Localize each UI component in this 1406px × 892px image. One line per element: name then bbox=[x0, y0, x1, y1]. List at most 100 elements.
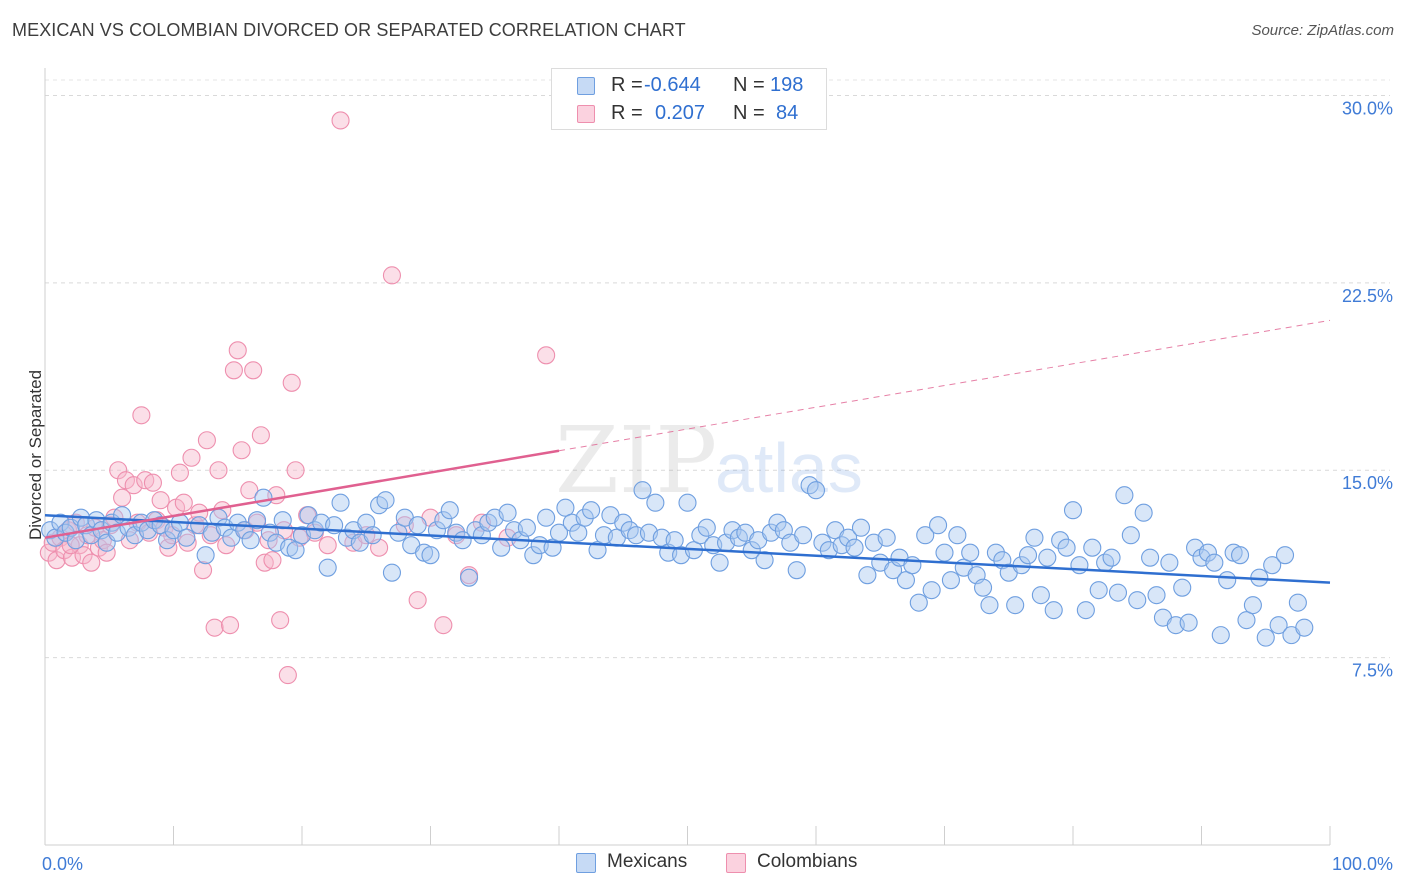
mexican-point bbox=[1243, 596, 1262, 615]
colombian-point bbox=[174, 493, 193, 512]
colombian-point bbox=[47, 551, 66, 570]
colombian-point bbox=[109, 461, 128, 480]
mexican-point bbox=[1057, 538, 1076, 557]
legend-n-value: 198 bbox=[770, 74, 804, 96]
mexican-point bbox=[665, 531, 684, 550]
mexican-point bbox=[877, 528, 896, 547]
mexican-point bbox=[922, 581, 941, 600]
mexican-point bbox=[851, 518, 871, 537]
mexican-point bbox=[492, 538, 511, 557]
colombian-point bbox=[282, 373, 301, 392]
mexican-point bbox=[331, 493, 350, 512]
mexican-point bbox=[839, 528, 858, 547]
mexican-point bbox=[1083, 538, 1102, 557]
colombian-point bbox=[194, 561, 213, 580]
mexican-point bbox=[107, 523, 127, 542]
mexican-point bbox=[1134, 503, 1153, 522]
colombian-point bbox=[182, 448, 201, 467]
mexican-point bbox=[459, 568, 479, 587]
mexican-point bbox=[1160, 553, 1179, 572]
bottom-swatch-mexicans bbox=[576, 853, 596, 873]
mexican-point bbox=[1051, 531, 1070, 550]
mexican-point bbox=[845, 538, 864, 557]
mexican-point bbox=[537, 508, 556, 527]
mexican-point bbox=[158, 531, 177, 550]
mexican-point bbox=[813, 533, 832, 552]
colombian-point bbox=[228, 341, 247, 360]
mexican-point bbox=[1275, 546, 1295, 565]
colombian-point bbox=[151, 491, 170, 510]
mexican-point bbox=[691, 526, 710, 545]
mexican-point bbox=[569, 523, 588, 542]
legend-n-label: N = bbox=[733, 74, 765, 96]
colombian-point bbox=[271, 611, 290, 630]
mexican-point bbox=[678, 493, 697, 512]
trend-lines bbox=[44, 319, 1331, 584]
colombian-point bbox=[331, 111, 350, 130]
colombian-point bbox=[39, 543, 58, 562]
mexican-point bbox=[980, 596, 999, 615]
x-tick-label: 0.0% bbox=[42, 854, 83, 874]
mexican-point bbox=[286, 541, 305, 560]
mexican-point bbox=[1063, 501, 1083, 520]
mexican-point bbox=[1211, 626, 1230, 645]
legend-r-value: -0.644 bbox=[644, 74, 701, 96]
legend-r-label: R = bbox=[611, 102, 643, 124]
colombians-trend-extension bbox=[558, 319, 1331, 452]
mexican-point bbox=[948, 526, 967, 545]
mexican-point bbox=[614, 513, 633, 532]
bottom-legend-label: Colombians bbox=[757, 851, 858, 872]
mexican-point bbox=[1231, 546, 1250, 565]
colombian-point bbox=[434, 616, 453, 635]
mexican-point bbox=[787, 561, 806, 580]
mexican-point bbox=[1115, 486, 1134, 505]
colombian-point bbox=[224, 361, 243, 380]
mexicans-trend-line bbox=[44, 513, 1331, 584]
colombian-point bbox=[143, 473, 162, 492]
colombian-point bbox=[382, 266, 402, 285]
mexican-point bbox=[794, 526, 813, 545]
mexican-point bbox=[1179, 613, 1198, 632]
mexican-point bbox=[1263, 556, 1282, 575]
mexican-point bbox=[1031, 586, 1050, 605]
mexican-point bbox=[1108, 583, 1128, 602]
y-axis-label: Divorced or Separated bbox=[26, 369, 45, 541]
colombian-point bbox=[97, 543, 116, 562]
colombian-point bbox=[197, 431, 216, 450]
mexican-point bbox=[228, 513, 247, 532]
legend-n-label: N = bbox=[733, 102, 765, 124]
mexican-point bbox=[1198, 543, 1217, 562]
colombian-point bbox=[240, 481, 259, 500]
mexican-point bbox=[1269, 616, 1288, 635]
mexican-point bbox=[1102, 548, 1121, 567]
mexican-point bbox=[1256, 628, 1275, 647]
mexican-point bbox=[1173, 578, 1192, 597]
watermark-atlas: atlas bbox=[715, 429, 863, 507]
source-label: Source: ZipAtlas.com bbox=[1251, 22, 1394, 39]
mexican-point bbox=[768, 513, 787, 532]
mexican-point bbox=[1218, 571, 1237, 590]
axes-layer bbox=[44, 68, 1331, 846]
mexican-point bbox=[440, 501, 459, 520]
legend-r-value: 0.207 bbox=[655, 102, 706, 124]
mexican-point bbox=[524, 546, 543, 565]
mexican-point bbox=[517, 518, 536, 537]
mexican-point bbox=[1044, 601, 1063, 620]
mexican-point bbox=[941, 571, 960, 590]
x-tick-label: 100.0% bbox=[1332, 854, 1393, 874]
mexican-point bbox=[254, 488, 273, 507]
mexican-point bbox=[543, 538, 562, 557]
colombian-point bbox=[244, 361, 263, 380]
mexican-point bbox=[177, 528, 196, 547]
mexican-point bbox=[434, 511, 453, 530]
bottom-legend-label: Mexicans bbox=[607, 851, 688, 872]
tick-labels: 7.5% 15.0% 22.5% 30.0% 0.0% 100.0% bbox=[42, 98, 1393, 874]
colombian-point bbox=[408, 591, 427, 610]
colombian-point bbox=[286, 461, 305, 480]
colombian-point bbox=[209, 461, 228, 480]
legend-row-mexicans: R = -0.644 N = 198 bbox=[552, 72, 826, 100]
mexican-point bbox=[1288, 593, 1307, 612]
mexican-point bbox=[1141, 548, 1160, 567]
legend-swatch-colombians bbox=[577, 105, 595, 123]
